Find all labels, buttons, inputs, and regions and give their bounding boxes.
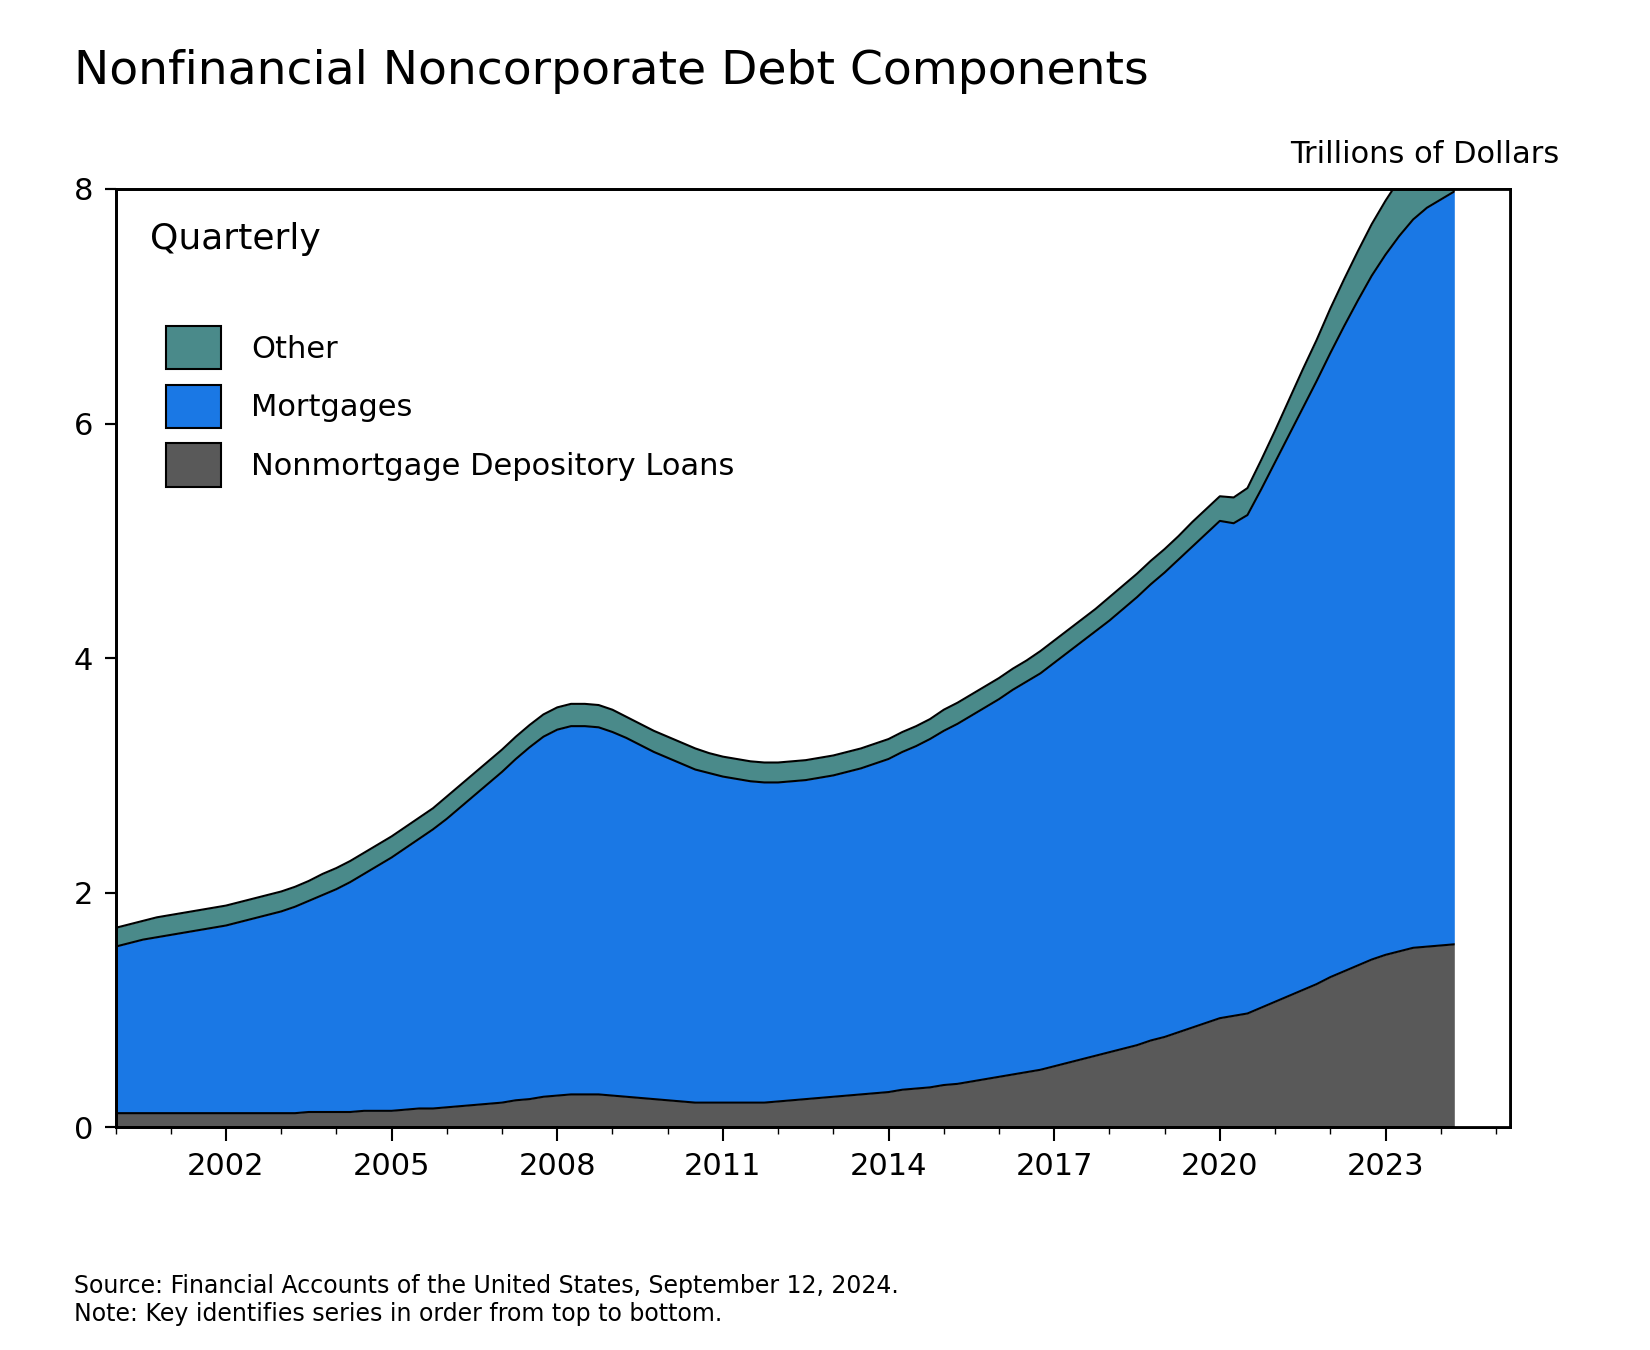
Text: Trillions of Dollars: Trillions of Dollars [1290, 140, 1559, 169]
Text: Source: Financial Accounts of the United States, September 12, 2024.
Note: Key i: Source: Financial Accounts of the United… [74, 1274, 899, 1326]
Text: Quarterly: Quarterly [150, 221, 322, 256]
Bar [1455, 189, 1510, 1127]
Legend: Other, Mortgages, Nonmortgage Depository Loans: Other, Mortgages, Nonmortgage Depository… [165, 327, 734, 486]
Text: Nonfinancial Noncorporate Debt Components: Nonfinancial Noncorporate Debt Component… [74, 50, 1148, 94]
